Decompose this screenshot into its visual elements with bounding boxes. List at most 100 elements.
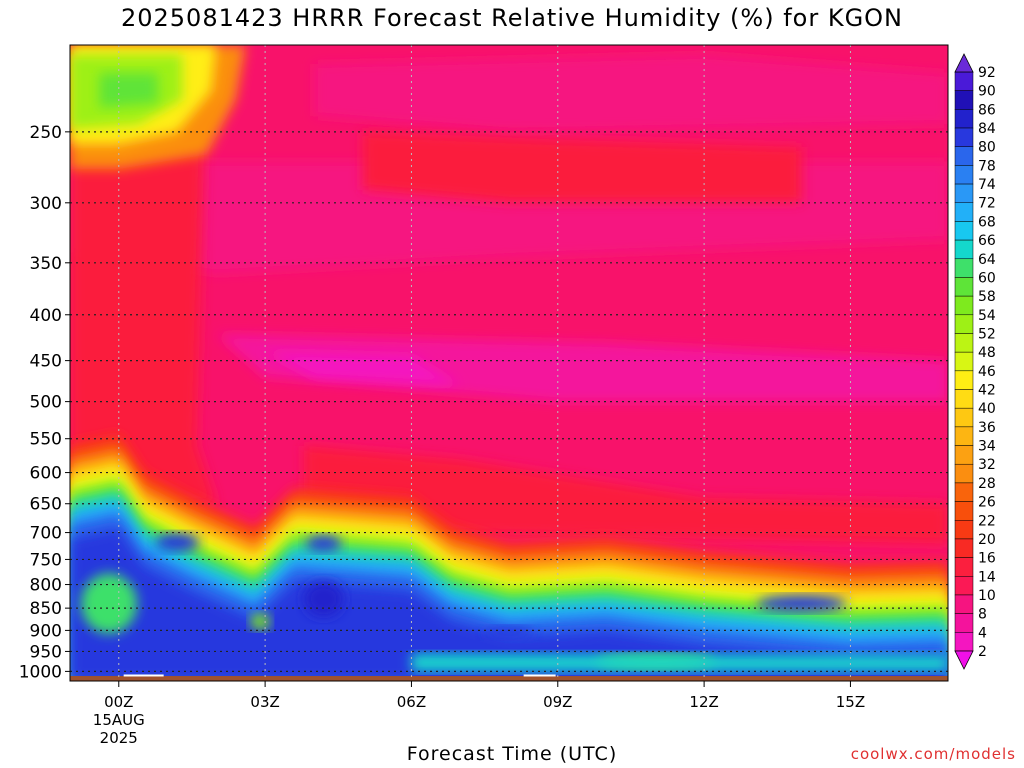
- colorbar-cell-13: [954, 314, 974, 334]
- x-tick-date-1: 2025: [100, 729, 138, 747]
- colorbar-cell-23: [954, 501, 974, 521]
- ground-strip: [70, 676, 948, 681]
- rh-core-4: [756, 595, 847, 612]
- rh-band-dry3: [265, 351, 461, 386]
- colorbar-label-15: 48: [978, 345, 996, 361]
- colorbar-cell-21: [954, 463, 974, 484]
- colorbar-cell-5: [954, 165, 974, 185]
- colorbar-label-28: 10: [978, 588, 996, 604]
- colorbar-label-30: 4: [978, 625, 987, 641]
- colorbar-cell-18: [954, 407, 974, 428]
- rh-field: [70, 45, 948, 681]
- colorbar-cell-8: [954, 221, 974, 241]
- colorbar-cell-19: [954, 426, 974, 446]
- colorbar-cell-0: [954, 71, 974, 91]
- colorbar-label-6: 74: [978, 177, 996, 193]
- y-tick-label-0: 250: [30, 123, 62, 143]
- colorbar-cell-14: [954, 333, 974, 353]
- colorbar-label-14: 52: [978, 326, 996, 342]
- colorbar-cell-7: [954, 202, 974, 222]
- rh-core-3: [303, 580, 344, 617]
- colorbar-cell-15: [954, 351, 974, 372]
- y-tick-label-14: 950: [30, 642, 62, 662]
- rh-band-red-mid: [362, 131, 802, 203]
- colorbar-label-19: 36: [978, 420, 996, 436]
- colorbar-label-24: 22: [978, 513, 996, 529]
- rh-upper-core: [99, 73, 158, 108]
- colorbar-label-3: 84: [978, 121, 996, 137]
- colorbar-cell-6: [954, 183, 974, 203]
- y-tick-label-2: 350: [30, 254, 62, 274]
- x-tick-label-0: 00Z: [104, 693, 133, 711]
- colorbar-cell-10: [954, 258, 974, 278]
- colorbar-cell-4: [954, 146, 974, 166]
- colorbar-cell-27: [954, 576, 974, 596]
- colorbar-label-31: 2: [978, 644, 987, 660]
- x-tick-date-0: 15AUG: [93, 711, 145, 729]
- y-tick-label-5: 500: [30, 393, 62, 413]
- plot-area: [70, 45, 948, 681]
- x-tick-label-3: 09Z: [543, 693, 572, 711]
- y-tick-label-7: 600: [30, 464, 62, 484]
- x-tick-label-1: 03Z: [250, 693, 279, 711]
- chart-title: 2025081423 HRRR Forecast Relative Humidi…: [120, 4, 904, 32]
- colorbar-label-8: 68: [978, 214, 996, 230]
- rh-core-1: [155, 533, 200, 552]
- colorbar-label-25: 20: [978, 532, 996, 548]
- colorbar-label-17: 42: [978, 383, 996, 399]
- ground-marker-2: [523, 674, 556, 677]
- colorbar-label-20: 34: [978, 439, 996, 455]
- y-tick-label-13: 900: [30, 621, 62, 641]
- colorbar-label-1: 90: [978, 84, 996, 100]
- y-tick-label-4: 450: [30, 352, 62, 372]
- colorbar-cell-28: [954, 594, 974, 614]
- colorbar-label-7: 72: [978, 196, 996, 212]
- colorbar-cell-12: [954, 295, 974, 316]
- rh-core-5: [484, 626, 534, 639]
- rh-band-dry2: [216, 333, 948, 402]
- colorbar-label-23: 26: [978, 495, 996, 511]
- colorbar-cell-30: [954, 632, 974, 652]
- y-tick-label-1: 300: [30, 194, 62, 214]
- colorbar-cell-29: [954, 613, 974, 633]
- y-tick-label-11: 800: [30, 576, 62, 596]
- colorbar-label-13: 54: [978, 308, 996, 324]
- colorbar-label-21: 32: [978, 457, 996, 473]
- colorbar-label-18: 40: [978, 401, 996, 417]
- x-tick-label-4: 12Z: [689, 693, 718, 711]
- colorbar-label-9: 66: [978, 233, 996, 249]
- colorbar-cell-25: [954, 538, 974, 558]
- y-tick-label-12: 850: [30, 599, 62, 619]
- y-tick-label-10: 750: [30, 550, 62, 570]
- colorbar-label-11: 60: [978, 270, 996, 286]
- rh-green-1: [81, 573, 138, 634]
- colorbar-label-16: 46: [978, 364, 996, 380]
- colorbar: 9290868480787472686664605854524846424036…: [954, 53, 996, 670]
- colorbar-label-5: 78: [978, 158, 996, 174]
- y-tick-label-6: 550: [30, 430, 62, 450]
- credit-link[interactable]: coolwx.com/models: [850, 745, 1016, 763]
- rh-green-2: [250, 613, 271, 630]
- y-tick-label-3: 400: [30, 306, 62, 326]
- colorbar-cell-17: [954, 389, 974, 409]
- grid-lines: [70, 45, 948, 681]
- rh-surface-cyan: [411, 653, 948, 672]
- y-tick-label-8: 650: [30, 495, 62, 515]
- ground-marker-1: [123, 674, 164, 677]
- colorbar-min-triangle: [954, 650, 974, 670]
- colorbar-max-triangle: [954, 53, 974, 73]
- plot-frame: [69, 44, 949, 682]
- y-tick-label-15: 1000: [19, 662, 62, 682]
- colorbar-cell-11: [954, 277, 974, 297]
- x-axis-label: Forecast Time (UTC): [406, 743, 618, 765]
- colorbar-label-29: 8: [978, 607, 987, 623]
- colorbar-label-2: 86: [978, 102, 996, 118]
- rh-band-red-low: [304, 445, 948, 544]
- y-tick-label-9: 700: [30, 524, 62, 544]
- colorbar-cell-1: [954, 90, 974, 110]
- colorbar-label-26: 16: [978, 551, 996, 567]
- colorbar-label-12: 58: [978, 289, 996, 305]
- x-tick-label-2: 06Z: [397, 693, 426, 711]
